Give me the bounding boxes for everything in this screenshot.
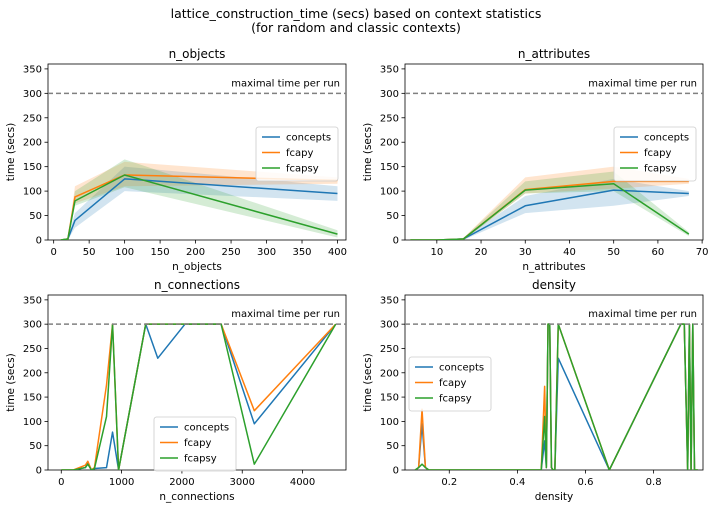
legend: concepts fcapy fcapsy: [409, 357, 491, 411]
max-time-annotation: maximal time per run: [588, 309, 697, 320]
x-tick-label: 70: [696, 247, 709, 258]
figure-title-line2: (for random and classic contexts): [251, 20, 461, 35]
legend: concepts fcapy fcapsy: [614, 127, 696, 181]
chart-panel-n-objects: n_objects 0 50 100 150 200 250 300 350 0 50 100 150 2…: [5, 47, 347, 273]
y-tick-label: 100: [380, 187, 399, 198]
legend-label-fcapsy: fcapsy: [644, 164, 677, 175]
y-tick-label: 250: [23, 113, 42, 124]
max-time-annotation: maximal time per run: [588, 78, 697, 89]
x-axis-label: n_connections: [159, 491, 234, 503]
legend-label-fcapsy: fcapsy: [184, 454, 217, 465]
legend-label-concepts: concepts: [644, 133, 689, 144]
y-tick-label: 200: [380, 368, 399, 379]
y-tick-label: 150: [23, 393, 42, 404]
figure-title-line1: lattice_construction_time (secs) based o…: [171, 6, 542, 21]
panel-title: n_attributes: [518, 47, 590, 61]
y-tick-label: 100: [380, 417, 399, 428]
y-tick-label: 300: [380, 320, 399, 331]
y-tick-label: 100: [23, 187, 42, 198]
legend-label-concepts: concepts: [286, 133, 331, 144]
y-tick-label: 350: [380, 64, 399, 75]
y-tick-label: 350: [23, 295, 42, 306]
x-tick-label: 40: [563, 247, 576, 258]
y-axis-label: time (secs): [362, 353, 374, 411]
y-axis-label: time (secs): [5, 353, 17, 411]
y-tick-label: 0: [36, 236, 42, 247]
y-tick-label: 50: [29, 211, 42, 222]
panel-title: density: [532, 278, 576, 292]
y-tick-label: 250: [23, 344, 42, 355]
x-tick-label: 350: [292, 247, 311, 258]
y-tick-label: 350: [23, 64, 42, 75]
legend-label-fcapsy: fcapsy: [439, 394, 472, 405]
x-tick-label: 50: [607, 247, 620, 258]
y-tick-label: 0: [393, 466, 399, 477]
max-time-annotation: maximal time per run: [231, 309, 340, 320]
x-tick-label: 0.4: [509, 477, 525, 488]
y-tick-label: 50: [29, 441, 42, 452]
x-tick-label: 10: [430, 247, 443, 258]
x-axis-label: n_attributes: [522, 261, 585, 273]
legend: concepts fcapy fcapsy: [256, 127, 338, 181]
y-tick-label: 0: [393, 236, 399, 247]
y-tick-label: 50: [386, 211, 399, 222]
x-tick-label: 200: [186, 247, 205, 258]
x-axis-label: density: [535, 491, 574, 503]
x-axis-label: n_objects: [172, 261, 222, 273]
x-tick-label: 100: [115, 247, 134, 258]
legend-label-concepts: concepts: [439, 363, 484, 374]
x-tick-label: 150: [151, 247, 170, 258]
y-tick-label: 150: [23, 162, 42, 173]
y-tick-label: 0: [36, 466, 42, 477]
panel-title: n_objects: [169, 47, 226, 61]
x-tick-label: 50: [83, 247, 96, 258]
x-tick-label: 3000: [230, 477, 255, 488]
y-tick-label: 150: [380, 162, 399, 173]
x-tick-label: 0: [50, 247, 56, 258]
x-tick-label: 0: [58, 477, 64, 488]
y-axis-label: time (secs): [5, 123, 17, 181]
legend: concepts fcapy fcapsy: [154, 417, 236, 471]
panel-title: n_connections: [154, 278, 240, 292]
legend-label-concepts: concepts: [184, 423, 229, 434]
x-tick-label: 2000: [169, 477, 194, 488]
x-tick-label: 250: [222, 247, 241, 258]
y-tick-label: 250: [380, 113, 399, 124]
x-tick-label: 20: [475, 247, 488, 258]
x-tick-label: 0.6: [578, 477, 594, 488]
chart-panel-n-attributes: n_attributes 0 50 100 150 200 250 300 350 10 20 30 4…: [362, 47, 708, 273]
chart-panel-n-connections: n_connections 0 50 100 150 200 250 300 350 0 1000 2…: [5, 278, 346, 503]
x-tick-label: 0.8: [646, 477, 662, 488]
y-tick-label: 100: [23, 417, 42, 428]
legend-label-fcapy: fcapy: [286, 148, 313, 159]
legend-label-fcapy: fcapy: [439, 378, 466, 389]
x-tick-label: 4000: [290, 477, 315, 488]
x-tick-label: 1000: [109, 477, 134, 488]
y-tick-label: 150: [380, 393, 399, 404]
y-tick-label: 300: [380, 89, 399, 100]
x-tick-label: 300: [257, 247, 276, 258]
chart-panel-density: density 0 50 100 150 200 250 300 350 0.2 0.4 0.6 0.8…: [362, 278, 703, 503]
legend-label-fcapy: fcapy: [644, 148, 671, 159]
y-axis-label: time (secs): [362, 123, 374, 181]
legend-label-fcapsy: fcapsy: [286, 164, 319, 175]
max-time-annotation: maximal time per run: [231, 78, 340, 89]
y-tick-label: 200: [380, 138, 399, 149]
legend-label-fcapy: fcapy: [184, 438, 211, 449]
y-tick-label: 350: [380, 295, 399, 306]
y-tick-label: 300: [23, 320, 42, 331]
y-tick-label: 200: [23, 138, 42, 149]
y-tick-label: 50: [386, 441, 399, 452]
y-tick-label: 300: [23, 89, 42, 100]
x-tick-label: 400: [328, 247, 347, 258]
x-tick-label: 60: [652, 247, 665, 258]
y-tick-label: 250: [380, 344, 399, 355]
y-tick-label: 200: [23, 368, 42, 379]
x-tick-label: 0.2: [441, 477, 457, 488]
x-tick-label: 30: [519, 247, 532, 258]
